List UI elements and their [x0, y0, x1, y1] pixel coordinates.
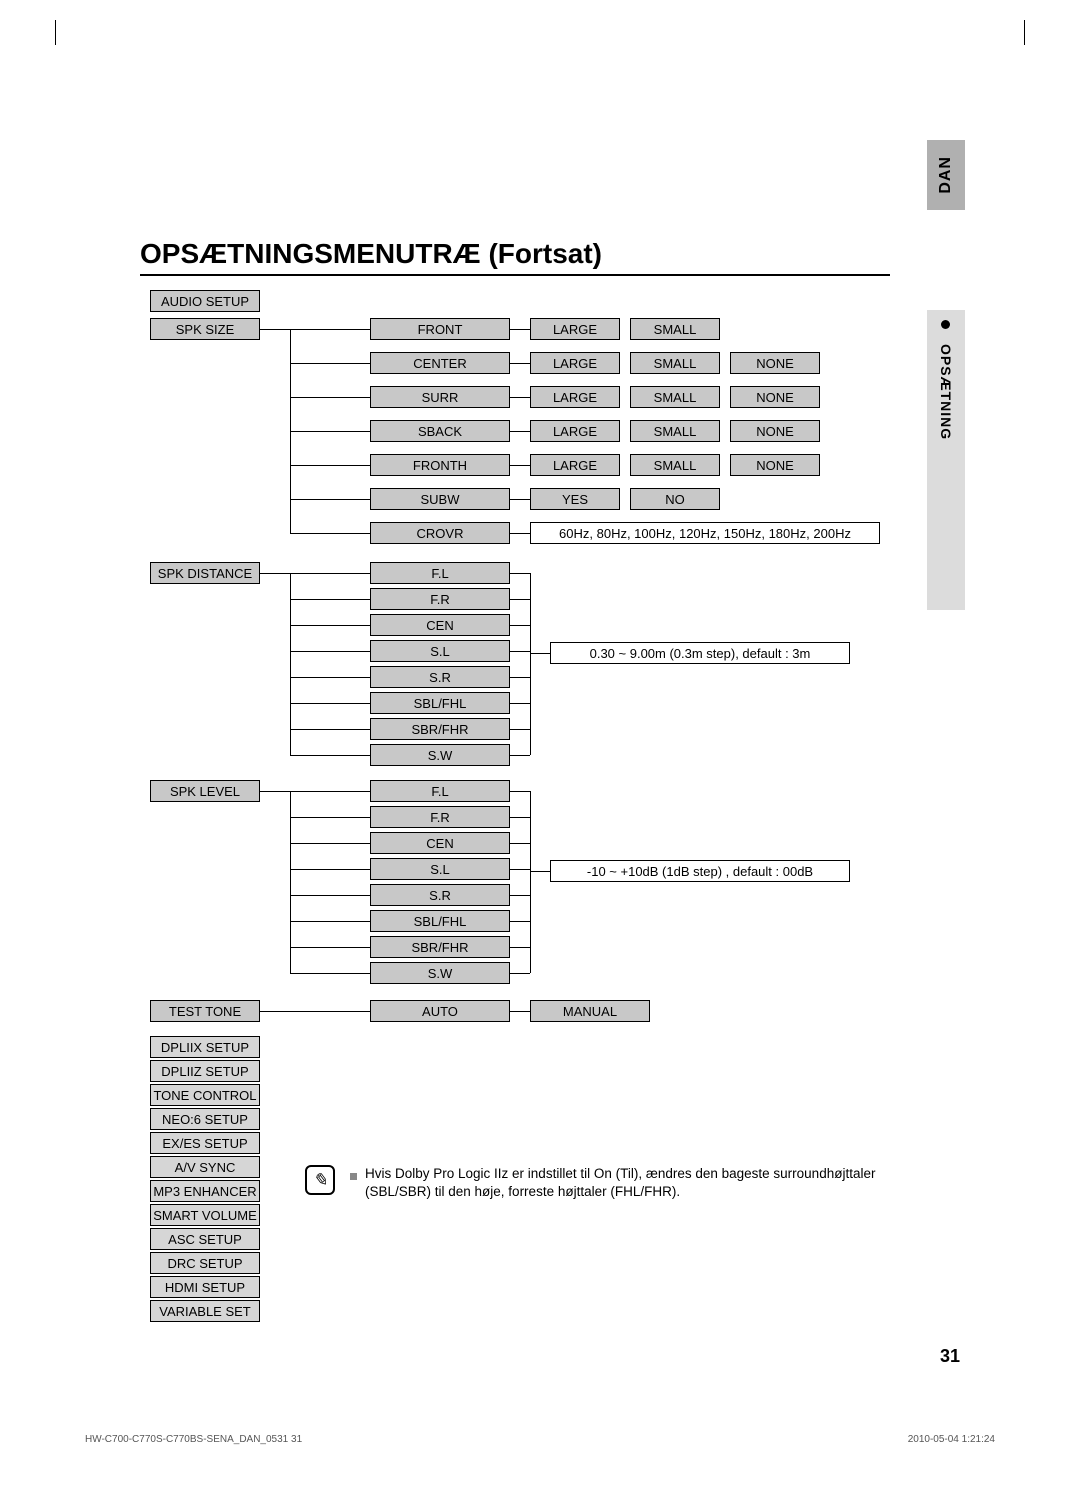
menu-box: F.R [370, 588, 510, 610]
footer-timestamp: 2010-05-04 1:21:24 [908, 1434, 995, 1445]
menu-box: S.L [370, 640, 510, 662]
menu-box: SMALL [630, 352, 720, 374]
menu-box: SBACK [370, 420, 510, 442]
menu-box: S.R [370, 666, 510, 688]
menu-box: SMALL [630, 420, 720, 442]
menu-box: SURR [370, 386, 510, 408]
menu-box: EX/ES SETUP [150, 1132, 260, 1154]
menu-box: MANUAL [530, 1000, 650, 1022]
menu-box: SMART VOLUME [150, 1204, 260, 1226]
menu-box: MP3 ENHANCER [150, 1180, 260, 1202]
menu-box: SBR/FHR [370, 936, 510, 958]
menu-box: LARGE [530, 318, 620, 340]
note-text: Hvis Dolby Pro Logic IIz er indstillet t… [365, 1165, 905, 1201]
menu-box: F.L [370, 562, 510, 584]
menu-box: SPK DISTANCE [150, 562, 260, 584]
page-title: OPSÆTNINGSMENUTRÆ (Fortsat) [140, 238, 890, 276]
menu-box: A/V SYNC [150, 1156, 260, 1178]
footer-filename: HW-C700-C770S-C770BS-SENA_DAN_0531 31 [85, 1434, 302, 1445]
menu-box: SMALL [630, 318, 720, 340]
menu-box: AUDIO SETUP [150, 290, 260, 312]
menu-box: AUTO [370, 1000, 510, 1022]
menu-box: NONE [730, 454, 820, 476]
menu-box: SMALL [630, 454, 720, 476]
menu-box: SBL/FHL [370, 692, 510, 714]
note-line-1: Hvis Dolby Pro Logic IIz er indstillet t… [365, 1166, 875, 1181]
menu-box: SPK LEVEL [150, 780, 260, 802]
note-icon: ✎ [305, 1165, 335, 1195]
language-label: DAN [937, 156, 955, 194]
menu-box: F.L [370, 780, 510, 802]
page-number: 31 [940, 1346, 960, 1367]
menu-box: DPLIIZ SETUP [150, 1060, 260, 1082]
menu-box: SBR/FHR [370, 718, 510, 740]
menu-box: S.W [370, 962, 510, 984]
menu-box: LARGE [530, 352, 620, 374]
menu-box: ASC SETUP [150, 1228, 260, 1250]
crop-mark [55, 20, 65, 45]
bullet-icon [941, 320, 950, 329]
menu-box: S.W [370, 744, 510, 766]
bullet-icon [350, 1173, 357, 1180]
menu-box: FRONT [370, 318, 510, 340]
menu-box: F.R [370, 806, 510, 828]
menu-box: SPK SIZE [150, 318, 260, 340]
menu-box: 60Hz, 80Hz, 100Hz, 120Hz, 150Hz, 180Hz, … [530, 522, 880, 544]
menu-box: CROVR [370, 522, 510, 544]
crop-mark [1024, 20, 1025, 45]
menu-box: VARIABLE SET [150, 1300, 260, 1322]
section-tab: OPSÆTNING [927, 310, 965, 610]
menu-box: S.L [370, 858, 510, 880]
menu-box: TONE CONTROL [150, 1084, 260, 1106]
language-tab: DAN [927, 140, 965, 210]
menu-box: DPLIIX SETUP [150, 1036, 260, 1058]
menu-box: -10 ~ +10dB (1dB step) , default : 00dB [550, 860, 850, 882]
menu-box: DRC SETUP [150, 1252, 260, 1274]
menu-box: SBL/FHL [370, 910, 510, 932]
menu-box: NO [630, 488, 720, 510]
menu-box: S.R [370, 884, 510, 906]
menu-box: TEST TONE [150, 1000, 260, 1022]
menu-box: NONE [730, 352, 820, 374]
menu-box: HDMI SETUP [150, 1276, 260, 1298]
menu-box: LARGE [530, 386, 620, 408]
menu-box: CEN [370, 832, 510, 854]
menu-box: SMALL [630, 386, 720, 408]
menu-box: SUBW [370, 488, 510, 510]
menu-tree-diagram: AUDIO SETUP SPK SIZE FRONT LARGE SMALL CENTER… [140, 290, 900, 1250]
menu-box: LARGE [530, 420, 620, 442]
section-label: OPSÆTNING [938, 344, 954, 440]
menu-box: YES [530, 488, 620, 510]
menu-box: NONE [730, 386, 820, 408]
menu-box: NONE [730, 420, 820, 442]
menu-box: CENTER [370, 352, 510, 374]
menu-box: NEO:6 SETUP [150, 1108, 260, 1130]
menu-box: 0.30 ~ 9.00m (0.3m step), default : 3m [550, 642, 850, 664]
note-line-2: (SBL/SBR) til den høje, forreste højttal… [365, 1184, 680, 1199]
menu-box: FRONTH [370, 454, 510, 476]
menu-box: LARGE [530, 454, 620, 476]
menu-box: CEN [370, 614, 510, 636]
